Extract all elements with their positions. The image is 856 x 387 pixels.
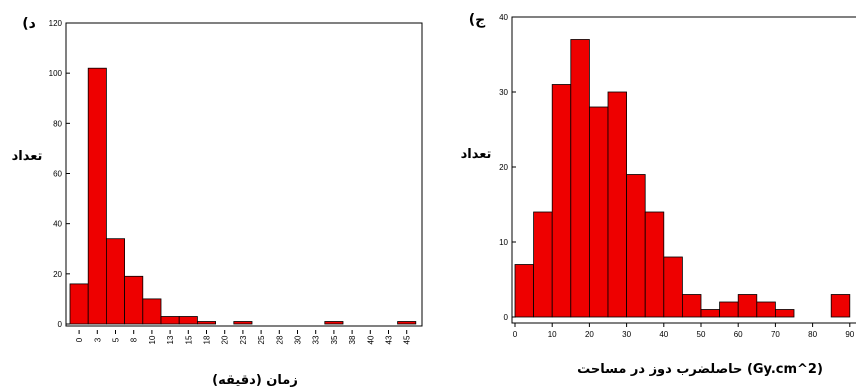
x-tick-label-right-2: 20 [585, 330, 594, 339]
x-tick-label-left-2: 5 [112, 337, 121, 342]
plot-frame-left [65, 22, 423, 327]
bar-left-7 [196, 321, 216, 325]
bar-right-6 [626, 174, 646, 318]
bar-left-5 [160, 316, 180, 325]
bar-right-7 [644, 211, 665, 318]
x-tick-label-left-6: 15 [184, 335, 193, 344]
y-axis-label-left: تعداد [12, 149, 43, 164]
bar-left-18 [397, 321, 417, 325]
x-tick-label-left-4: 10 [148, 335, 157, 344]
bar-right-1 [533, 211, 553, 318]
bar-left-4 [142, 298, 162, 325]
x-tick-label-left-15: 38 [348, 335, 357, 344]
y-tick-label-left-6: 120 [49, 19, 63, 28]
y-axis-label-right: تعداد [461, 147, 492, 162]
bar-right-13 [756, 301, 776, 318]
bar-right-11 [719, 301, 739, 318]
y-tick-label-left-2: 40 [53, 220, 62, 229]
x-tick-label-left-13: 33 [312, 335, 321, 344]
x-tick-label-left-1: 3 [93, 337, 102, 342]
bars-left [69, 67, 417, 325]
x-tick-label-right-0: 0 [513, 330, 518, 339]
x-tick-label-left-12: 30 [294, 335, 303, 344]
x-tick-label-left-14: 35 [330, 335, 339, 344]
x-tick-label-right-1: 10 [548, 330, 557, 339]
x-axis-label-right: حاصلضرب دوز در مساحت (Gy.cm^2) [577, 362, 823, 377]
x-tick-label-left-11: 28 [275, 335, 284, 344]
y-tick-label-left-1: 20 [53, 270, 62, 279]
bar-left-1 [87, 67, 107, 325]
x-tick-label-left-18: 45 [403, 335, 412, 344]
y-ticks-left: 0 20 40 60 80 100 120 [49, 19, 70, 329]
y-tick-label-right-4: 40 [499, 13, 508, 22]
panel-label-right: (ج [469, 12, 486, 28]
panel-label-left: (د [22, 16, 36, 32]
bar-left-3 [124, 275, 144, 325]
y-tick-label-left-4: 80 [53, 119, 62, 128]
x-tick-label-left-0: 0 [75, 337, 84, 342]
x-tick-label-right-4: 40 [659, 330, 668, 339]
x-tick-label-right-9: 90 [845, 330, 854, 339]
bar-left-9 [233, 321, 253, 325]
x-tick-label-right-3: 30 [622, 330, 631, 339]
dap-histogram: (ج تعداد حاصلضرب دوز در مساحت (Gy.cm^2) … [461, 12, 856, 377]
bar-right-10 [700, 309, 721, 318]
x-ticks-right: 0 10 20 30 40 50 60 70 80 90 [513, 323, 855, 339]
y-tick-label-left-0: 0 [58, 320, 63, 329]
bar-right-12 [737, 294, 758, 318]
bar-right-2 [551, 84, 572, 318]
x-tick-label-right-6: 60 [734, 330, 743, 339]
bar-right-17 [830, 294, 851, 318]
bars-right [514, 39, 851, 318]
y-tick-label-right-2: 20 [499, 163, 508, 172]
y-tick-label-right-3: 30 [499, 88, 508, 97]
bar-right-5 [607, 91, 628, 318]
x-axis-label-left: زمان (دقیقه) [212, 373, 298, 387]
bar-left-0 [69, 283, 89, 325]
y-tick-label-left-5: 100 [49, 69, 63, 78]
y-ticks-right: 0 10 20 30 40 [499, 13, 516, 322]
x-tick-label-left-3: 8 [130, 337, 139, 342]
bar-right-8 [663, 256, 683, 318]
y-tick-label-right-1: 10 [499, 238, 508, 247]
bar-left-2 [106, 238, 126, 325]
bar-left-14 [324, 321, 344, 325]
bar-right-0 [514, 264, 535, 318]
x-tick-label-left-9: 23 [239, 335, 248, 344]
time-histogram: (د تعداد زمان (دقیقه) 0 20 40 60 80 100 120 0 3… [12, 16, 423, 387]
x-tick-label-left-17: 43 [385, 335, 394, 344]
x-tick-label-left-7: 18 [203, 335, 212, 344]
bar-right-9 [682, 294, 702, 318]
bar-right-3 [570, 39, 590, 318]
y-tick-label-right-0: 0 [504, 313, 509, 322]
x-tick-label-left-10: 25 [257, 335, 266, 344]
x-tick-label-left-16: 40 [366, 335, 375, 344]
bar-right-14 [775, 309, 795, 318]
x-ticks-left: 0 3 5 8 10 13 15 18 20 23 25 28 30 33 35 38 40 43 45 [75, 330, 412, 344]
x-tick-label-right-5: 50 [697, 330, 706, 339]
bar-right-4 [589, 106, 609, 318]
x-tick-label-left-5: 13 [166, 335, 175, 344]
x-tick-label-left-8: 20 [221, 335, 230, 344]
y-tick-label-left-3: 60 [53, 170, 62, 179]
x-tick-label-right-7: 70 [771, 330, 780, 339]
x-tick-label-right-8: 80 [808, 330, 817, 339]
bar-left-6 [178, 316, 198, 325]
